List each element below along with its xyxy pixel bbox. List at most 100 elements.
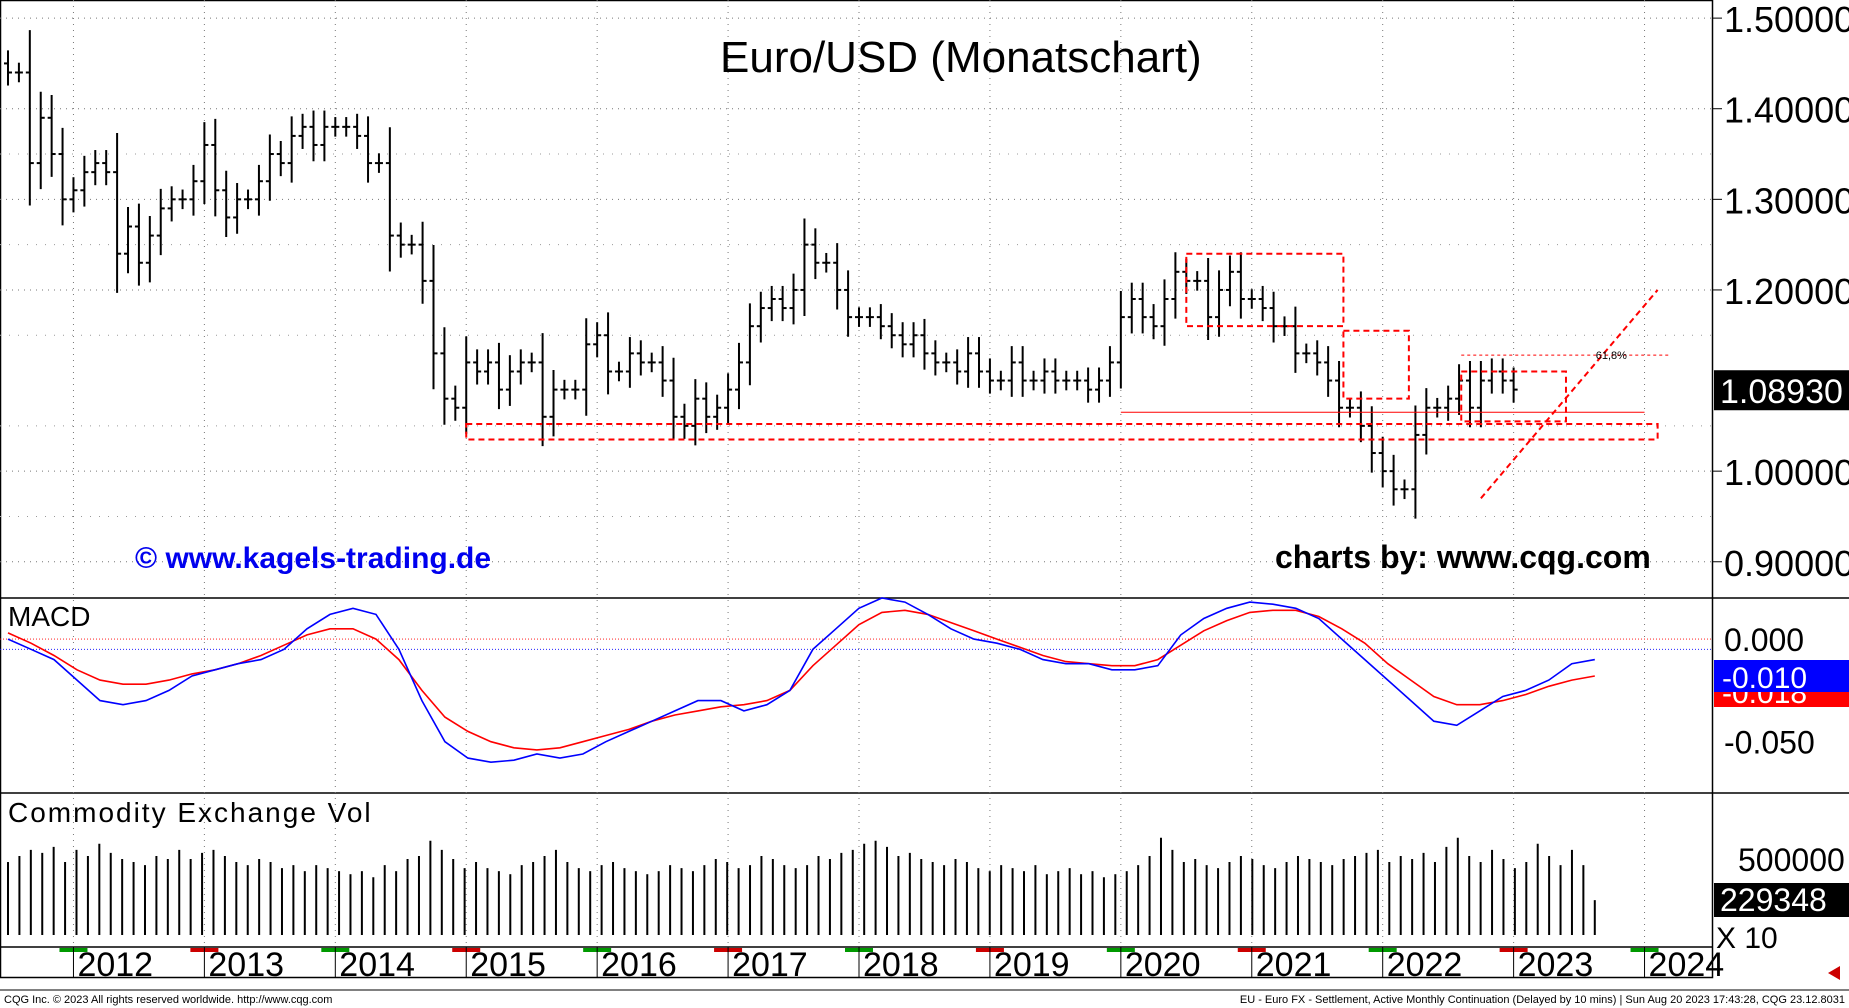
price-bar (1149, 304, 1158, 340)
price-bar (636, 340, 645, 376)
price-bar (505, 355, 514, 406)
price-bar (1105, 346, 1114, 397)
price-bar (134, 203, 143, 286)
macd-value-box (1714, 660, 1849, 692)
price-tick-label: 1.20000 (1724, 271, 1849, 312)
price-bar (91, 150, 100, 186)
price-bar (1444, 385, 1453, 421)
price-bar (1160, 279, 1169, 346)
price-bar (931, 340, 940, 376)
year-label: 2012 (77, 946, 153, 984)
price-bar (724, 373, 733, 425)
price-bar (1509, 367, 1518, 403)
macd-value: -0.010 (1722, 662, 1807, 695)
price-bar (1433, 397, 1442, 418)
price-bar (1225, 255, 1234, 307)
price-bar (309, 110, 318, 162)
chart-title: Euro/USD (Monatschart) (720, 33, 1202, 82)
year-label: 2020 (1125, 946, 1201, 984)
price-bar (549, 370, 558, 437)
price-bar (985, 358, 994, 394)
price-bar (1269, 291, 1278, 343)
volume-bars (7, 837, 1596, 935)
range-box-2021 (1185, 252, 1345, 328)
year-label: 2016 (601, 946, 677, 984)
price-bar (167, 186, 176, 222)
price-bar (1095, 367, 1104, 403)
price-bar (647, 352, 656, 373)
price-bar (1018, 346, 1027, 397)
price-bar (811, 228, 820, 280)
price-bar (353, 113, 362, 149)
price-bar (1291, 306, 1300, 373)
price-bar (233, 183, 242, 234)
price-bar (200, 122, 209, 205)
macd-tick-label: 0.000 (1724, 622, 1804, 658)
chart-credit: charts by: www.cqg.com (1275, 539, 1651, 575)
price-bar (364, 116, 373, 183)
volume-multiplier: X 10 (1716, 922, 1778, 955)
footer-right-text: EU - Euro FX - Settlement, Active Monthl… (1240, 994, 1845, 1006)
price-bar (833, 243, 842, 310)
price-bar (156, 188, 165, 256)
range-box-2022 (1342, 329, 1410, 400)
price-tick-label: 1.30000 (1724, 180, 1849, 221)
price-bar (538, 333, 547, 447)
year-label: 2019 (994, 946, 1070, 984)
price-bar (1400, 479, 1409, 500)
price-bar (1051, 358, 1060, 394)
price-bar (189, 164, 198, 216)
price-bar (996, 370, 1005, 391)
price-bar (822, 252, 831, 273)
price-bar (658, 346, 667, 397)
price-bar (287, 116, 296, 183)
volume-value-box (1714, 883, 1849, 917)
support-zone-box (465, 423, 1659, 441)
price-bar (1335, 360, 1344, 428)
price-bar (254, 164, 263, 216)
volume-label: Commodity Exchange Vol (8, 797, 373, 828)
range-box-2023 (1460, 370, 1567, 423)
price-bar (320, 110, 329, 162)
price-bar (265, 134, 274, 201)
price-bar (451, 385, 460, 421)
price-bar (887, 313, 896, 349)
year-label: 2022 (1387, 946, 1463, 984)
price-bar (407, 234, 416, 255)
price-bar (145, 216, 154, 283)
price-bar (1258, 285, 1267, 322)
price-bar (1007, 346, 1016, 397)
price-bar (1171, 252, 1180, 319)
price-bar (745, 303, 754, 386)
price-bar (1389, 454, 1398, 506)
price-bar (178, 189, 187, 210)
year-label: 2013 (208, 946, 284, 984)
price-tick-label: 1.50000 (1724, 0, 1849, 40)
price-bar (429, 244, 438, 390)
price-bar (1193, 271, 1202, 291)
macd-line (7, 597, 1595, 764)
price-bar (953, 349, 962, 385)
price-bar (342, 117, 351, 137)
price-tick-label: 1.40000 (1724, 90, 1849, 131)
price-bar (865, 307, 874, 327)
price-bar (418, 221, 427, 304)
watermark: © www.kagels-trading.de (135, 542, 491, 575)
year-label: 2014 (339, 946, 415, 984)
price-bar (396, 222, 405, 258)
price-bar (614, 361, 623, 382)
price-bar (1476, 360, 1485, 428)
price-bar (4, 50, 12, 86)
last-price-label: 1.08930 (1720, 373, 1843, 411)
footer-left-text: CQG Inc. © 2023 All rights reserved worl… (4, 994, 332, 1006)
year-label: 2015 (470, 946, 546, 984)
price-bar (58, 127, 67, 226)
volume-value: 229348 (1720, 882, 1827, 918)
price-bar (331, 117, 340, 137)
price-bar (920, 318, 929, 370)
price-bar (844, 270, 853, 337)
price-bar (47, 94, 56, 177)
price-bar (855, 307, 863, 327)
